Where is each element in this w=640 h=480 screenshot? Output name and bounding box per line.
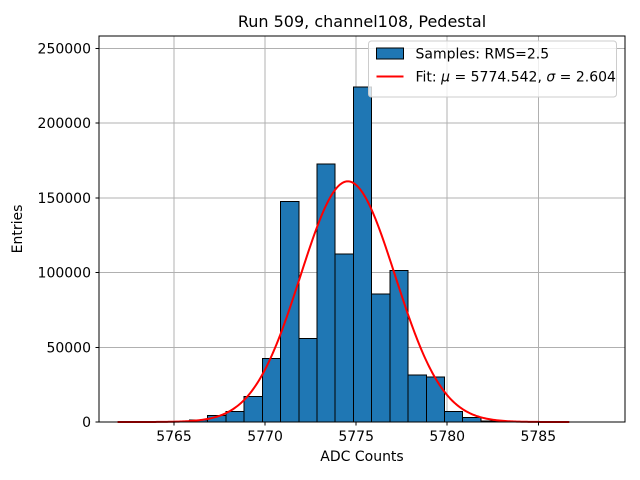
chart-title: Run 509, channel108, Pedestal <box>238 12 486 31</box>
legend-label: Fit: μ = 5774.542, σ = 2.604 <box>416 70 617 86</box>
legend-swatch-samples <box>376 47 404 60</box>
histogram-bar <box>371 293 391 423</box>
histogram-bar <box>225 411 245 423</box>
plot-frame-layer <box>98 35 626 423</box>
tick-layer: 5765 5770 5775 5780 5785 0 50000 100000 150000 20… <box>38 41 557 445</box>
legend-box <box>368 40 617 98</box>
x-tick-label: 5775 <box>338 429 374 445</box>
x-tick-label: 5765 <box>156 429 192 445</box>
y-tick-label: 100000 <box>38 266 91 282</box>
histogram-bars <box>189 86 500 423</box>
y-tick-label: 0 <box>82 415 91 431</box>
histogram-bar <box>425 376 446 423</box>
fit-curve <box>117 180 570 423</box>
histogram-bar <box>334 253 354 423</box>
histogram-bar <box>462 417 482 423</box>
y-tick-label: 150000 <box>38 191 91 207</box>
x-axis-label: ADC Counts <box>320 449 403 465</box>
histogram-bar <box>280 200 300 423</box>
x-tick-label: 5780 <box>429 429 465 445</box>
histogram-bar <box>298 337 318 423</box>
histogram-bar <box>316 163 336 423</box>
histogram-bar <box>407 374 427 423</box>
plot-frame <box>98 35 626 423</box>
y-tick-label: 50000 <box>46 340 91 356</box>
histogram-bar <box>389 269 409 423</box>
histogram-bar <box>352 86 373 423</box>
fit-curve-layer <box>117 180 570 423</box>
histogram-bar <box>444 411 464 423</box>
y-tick-label: 250000 <box>38 41 91 57</box>
y-tick-label: 200000 <box>38 116 91 132</box>
x-tick-label: 5770 <box>247 429 283 445</box>
x-tick-label: 5785 <box>520 429 556 445</box>
y-axis-label: Entries <box>10 205 26 254</box>
legend-label: Samples: RMS=2.5 <box>416 47 550 63</box>
histogram-bar <box>243 396 263 423</box>
legend: Samples: RMS=2.5 Fit: μ = 5774.542, σ = 2… <box>368 40 617 98</box>
